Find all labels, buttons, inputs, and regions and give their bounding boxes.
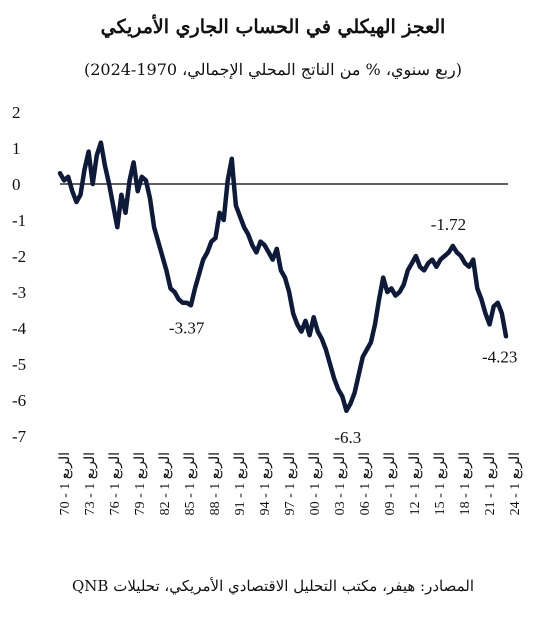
chart-subtitle: (ربع سنوي، % من الناتج المحلي الإجمالي، … [83,60,463,79]
x-tick-label: 03 - 1 الربع [333,452,348,515]
x-tick-label: 88 - 1 الربع [208,452,223,515]
data-labels: -3.37 -6.3 -1.72 -4.23 [169,215,517,447]
x-tick-label: 70 - 1 الربع [58,452,73,515]
x-tick-label: 21 - 1 الربع [483,452,498,515]
x-tick-label: 79 - 1 الربع [133,452,148,515]
chart-title: العجز الهيكلي في الحساب الجاري الأمريكي [100,16,446,38]
x-tick-label: 82 - 1 الربع [158,452,173,515]
y-tick-label: -6 [12,391,26,410]
x-tick-label: 24 - 1 الربع [508,452,523,515]
x-tick-label: 85 - 1 الربع [183,452,198,515]
x-tick-label: 12 - 1 الربع [408,452,423,515]
x-tick-label: 18 - 1 الربع [458,452,473,515]
data-label: -3.37 [169,318,205,337]
y-tick-label: -3 [12,283,26,302]
y-tick-label: -7 [12,427,27,446]
x-tick-label: 09 - 1 الربع [383,452,398,515]
x-tick-label: 76 - 1 الربع [108,452,123,515]
y-tick-label: -2 [12,247,26,266]
series-line [57,140,509,414]
x-tick-label: 73 - 1 الربع [83,452,98,515]
x-tick-label: 91 - 1 الربع [233,452,248,515]
y-tick-label: -1 [12,211,26,230]
x-tick-label: 15 - 1 الربع [433,452,448,515]
source-note: المصادر: هيفر، مكتب التحليل الاقتصادي ال… [72,577,474,595]
x-tick-label: 94 - 1 الربع [258,452,273,515]
data-label: -1.72 [431,215,466,234]
y-tick-label: 0 [12,175,21,194]
data-label: -6.3 [334,428,361,447]
y-tick-label: 1 [12,139,21,158]
y-tick-label: 2 [12,103,21,122]
x-tick-label: 06 - 1 الربع [358,452,373,515]
x-tick-label: 00 - 1 الربع [308,452,323,515]
x-axis: 70 - 1 الربع 73 - 1 الربع 76 - 1 الربع 79 -… [58,452,523,515]
data-label: -4.23 [482,347,517,366]
y-axis: 2 1 0 -1 -2 -3 -4 -5 -6 -7 [12,103,27,446]
x-tick-label: 97 - 1 الربع [283,452,298,515]
y-tick-label: -5 [12,355,26,374]
y-tick-label: -4 [12,319,27,338]
